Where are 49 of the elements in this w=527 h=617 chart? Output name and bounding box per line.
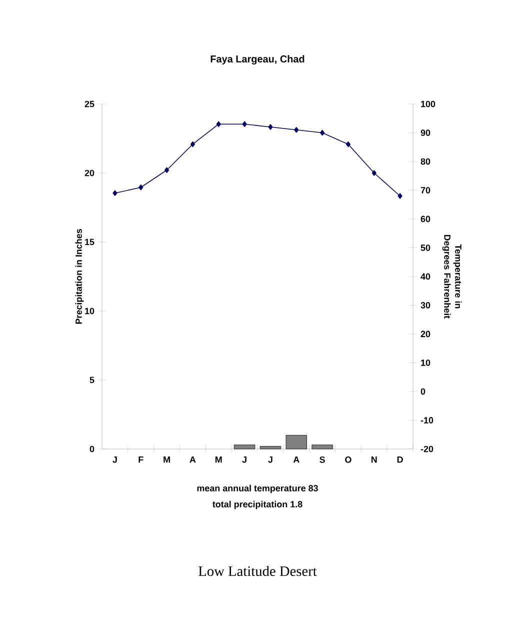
point	[242, 121, 247, 128]
y2-tick-label: 0	[420, 388, 426, 395]
y2-tick-label: 60	[420, 216, 430, 222]
y-tick-label: 0	[90, 446, 94, 452]
point	[398, 193, 402, 199]
x-tick-label: A	[293, 456, 300, 463]
chart-title: Faya Largeau, Chad	[210, 55, 304, 64]
y2-tick-label: 100	[421, 100, 436, 108]
text: mean annual temperature 83	[197, 484, 318, 494]
point	[164, 167, 170, 174]
x-tick-label: F	[138, 456, 144, 463]
y2-tick-label: -20	[420, 446, 434, 452]
point	[216, 121, 221, 128]
x-tick-label: N	[371, 456, 377, 463]
point	[268, 124, 273, 130]
y2-axis-title: Temperature in Degrees Fahrenheit	[442, 234, 462, 318]
point	[372, 170, 376, 176]
y-tick-label: 20	[84, 170, 94, 176]
y-tick-label: 15	[85, 238, 94, 246]
y-tick-label: 10	[85, 308, 94, 314]
point	[190, 141, 195, 148]
x-tick-label: D	[397, 456, 403, 463]
point	[138, 184, 144, 190]
point	[346, 141, 350, 148]
text: Low Latitude Desert	[198, 566, 317, 576]
y-tick-label: 25	[84, 100, 94, 108]
x-tick-label: O	[345, 456, 352, 463]
y2-tick-label: 30	[420, 302, 430, 308]
point	[112, 190, 118, 196]
x-tick-label: J	[268, 456, 272, 463]
y-tick-label: 5	[90, 376, 94, 384]
x-tick-label: J	[242, 456, 246, 463]
y2-tick-label: 40	[420, 273, 430, 280]
y2-tick-label: 80	[420, 158, 430, 165]
y2-tick-label: 50	[420, 244, 430, 251]
point	[294, 126, 299, 133]
text: total precipitation 1.8	[212, 500, 302, 510]
y2-tick-label: 90	[420, 130, 430, 136]
y2-tick-label: 20	[420, 330, 430, 338]
y2-tick-label: 70	[420, 187, 430, 194]
x-tick-label: S	[320, 456, 325, 463]
x-tick-label: J	[112, 456, 117, 463]
point	[320, 130, 325, 136]
y2-tick-label: -10	[420, 417, 434, 424]
x-tick-label: M	[215, 456, 222, 463]
x-tick-label: A	[190, 456, 196, 463]
y-axis-title: Precipitation in Inches	[75, 229, 84, 324]
x-tick-label: M	[164, 456, 170, 463]
y2-tick-label: 10	[421, 360, 430, 366]
